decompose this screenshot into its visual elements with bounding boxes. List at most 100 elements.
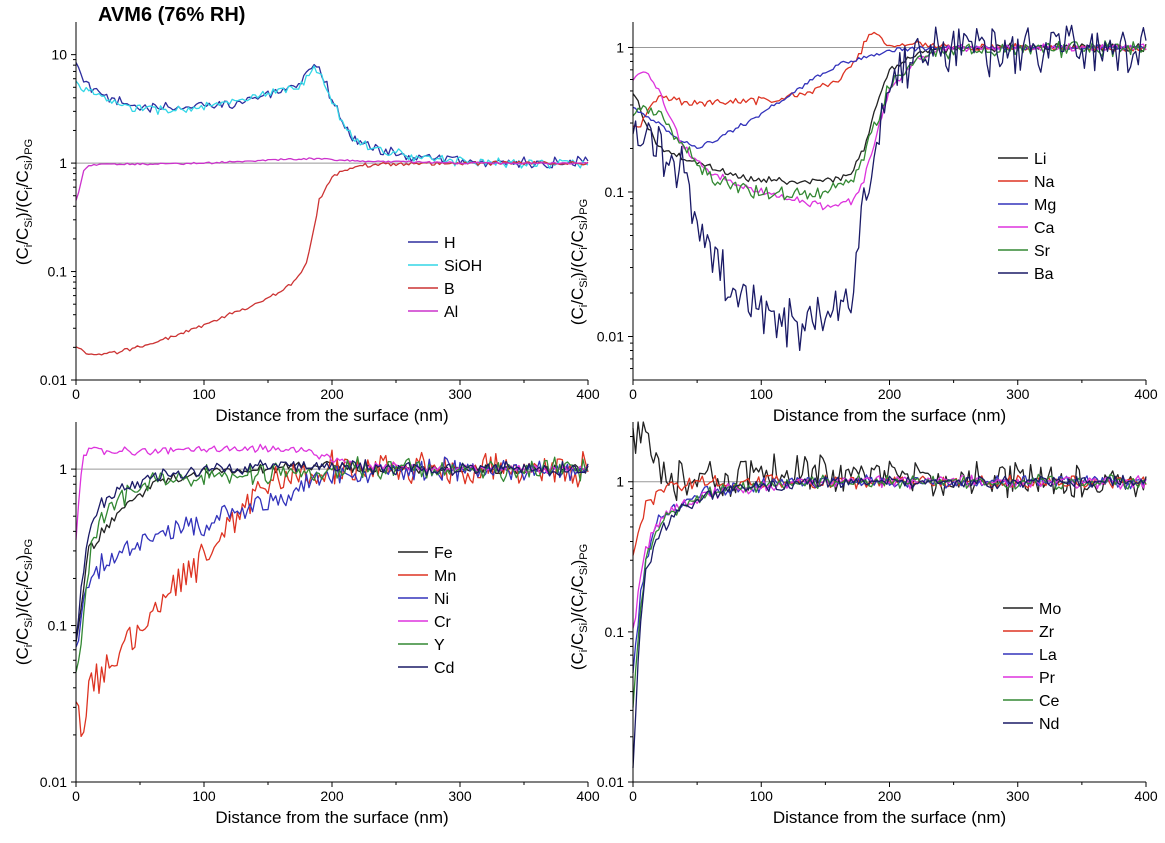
y-tick-label: 10 bbox=[51, 47, 67, 63]
y-axis-subscript: i bbox=[578, 305, 590, 307]
y-tick-label: 0.1 bbox=[605, 624, 625, 640]
y-axis-subscript: i bbox=[578, 592, 590, 594]
legend: H SiOH B Al bbox=[408, 235, 482, 321]
series-line-ce bbox=[632, 473, 1147, 708]
y-axis-subscript: PG bbox=[578, 544, 590, 560]
y-axis-subscript: i bbox=[578, 650, 590, 652]
legend-label-mn: Mn bbox=[434, 568, 456, 585]
series-line-cr bbox=[75, 443, 589, 540]
x-tick-label: 200 bbox=[878, 788, 902, 804]
y-axis-title: (Ci/CSi)/(Ci/CSi)PG bbox=[13, 539, 35, 665]
legend-label-ni: Ni bbox=[434, 591, 449, 608]
y-axis-text: /C bbox=[13, 628, 32, 645]
y-axis-subscript: Si bbox=[23, 218, 35, 228]
legend-label-ce: Ce bbox=[1039, 693, 1060, 710]
y-axis-text: ) bbox=[568, 560, 587, 566]
x-tick-label: 200 bbox=[320, 788, 344, 804]
legend-label-cr: Cr bbox=[434, 614, 452, 631]
y-axis-subscript: Si bbox=[23, 618, 35, 628]
y-tick-label: 1 bbox=[59, 155, 67, 171]
series-line-pr bbox=[632, 474, 1147, 629]
legend-label-mo: Mo bbox=[1039, 601, 1061, 618]
y-axis-text: )/(C bbox=[568, 595, 587, 623]
legend-label-na: Na bbox=[1034, 174, 1055, 191]
series-line-ni bbox=[75, 456, 589, 648]
legend: Fe Mn Ni Cr Y Cd bbox=[398, 545, 456, 677]
x-tick-label: 200 bbox=[878, 386, 902, 402]
x-axis-title: Distance from the surface (nm) bbox=[773, 406, 1006, 425]
y-axis-subscript: Si bbox=[578, 220, 590, 230]
y-tick-label: 1 bbox=[59, 461, 67, 477]
y-axis-title: (Ci/CSi)/(Ci/CSi)PG bbox=[568, 544, 590, 670]
x-tick-label: 0 bbox=[629, 788, 637, 804]
y-tick-label: 1 bbox=[616, 474, 624, 490]
legend-label-li: Li bbox=[1034, 151, 1046, 168]
y-axis-text: /C bbox=[568, 288, 587, 305]
y-axis-subscript: PG bbox=[578, 199, 590, 215]
x-tick-label: 400 bbox=[576, 788, 600, 804]
series-line-sr bbox=[632, 40, 1147, 201]
x-tick-label: 400 bbox=[1134, 386, 1158, 402]
series-line-ca bbox=[632, 42, 1147, 211]
y-axis-text: (C bbox=[13, 647, 32, 665]
x-tick-label: 0 bbox=[72, 788, 80, 804]
series-line-zr bbox=[632, 474, 1147, 556]
y-axis-text: /C bbox=[13, 570, 32, 587]
legend: Li Na Mg Ca Sr Ba bbox=[998, 151, 1056, 283]
legend-label-sioh: SiOH bbox=[444, 258, 482, 275]
legend-label-sr: Sr bbox=[1034, 243, 1051, 260]
x-tick-label: 300 bbox=[448, 386, 472, 402]
y-axis-text: (C bbox=[568, 652, 587, 670]
y-tick-label: 0.01 bbox=[597, 774, 624, 790]
y-axis-text: /C bbox=[13, 170, 32, 187]
y-axis-subscript: PG bbox=[23, 539, 35, 555]
series-line-mn bbox=[75, 449, 589, 738]
y-axis-subscript: Si bbox=[578, 278, 590, 288]
y-axis-subscript: i bbox=[23, 645, 35, 647]
y-axis-subscript: Si bbox=[578, 565, 590, 575]
y-axis-subscript: PG bbox=[23, 139, 35, 155]
chart-panel-top-left: 0 100 200 300 400 0.01 0.1 1 10 Distance from the… bbox=[13, 22, 600, 425]
y-tick-label: 0.1 bbox=[605, 184, 625, 200]
legend-label-ca: Ca bbox=[1034, 220, 1055, 237]
legend-label-mg: Mg bbox=[1034, 197, 1056, 214]
series-line-la bbox=[632, 474, 1147, 674]
x-tick-label: 0 bbox=[629, 386, 637, 402]
series-line-b bbox=[75, 160, 589, 356]
figure-title: AVM6 (76% RH) bbox=[98, 4, 246, 26]
chart-panel-top-right: 0 100 200 300 400 0.01 0.1 1 Distance from the s… bbox=[568, 22, 1158, 425]
series-line-nd bbox=[632, 474, 1147, 769]
y-axis-subscript: i bbox=[23, 245, 35, 247]
y-tick-label: 0.1 bbox=[48, 618, 68, 634]
x-tick-label: 100 bbox=[192, 788, 216, 804]
x-axis-title: Distance from the surface (nm) bbox=[773, 808, 1006, 827]
legend-label-b: B bbox=[444, 281, 455, 298]
y-tick-label: 0.01 bbox=[597, 328, 624, 344]
legend-label-la: La bbox=[1039, 647, 1057, 664]
y-axis-text: ) bbox=[568, 215, 587, 221]
chart-panel-bottom-left: 0 100 200 300 400 0.01 0.1 1 Distance from the s… bbox=[13, 422, 600, 827]
series-line-h bbox=[75, 62, 589, 169]
legend-label-h: H bbox=[444, 235, 456, 252]
legend-label-nd: Nd bbox=[1039, 716, 1059, 733]
x-axis-title: Distance from the surface (nm) bbox=[215, 406, 448, 425]
legend-label-pr: Pr bbox=[1039, 670, 1056, 687]
x-axis-title: Distance from the surface (nm) bbox=[215, 808, 448, 827]
y-axis-text: )/(C bbox=[13, 590, 32, 618]
series-line-al bbox=[75, 157, 589, 201]
x-tick-label: 200 bbox=[320, 386, 344, 402]
y-axis-text: /C bbox=[568, 575, 587, 592]
y-axis-subscript: Si bbox=[578, 623, 590, 633]
series-line-mg bbox=[632, 43, 1147, 150]
x-tick-label: 0 bbox=[72, 386, 80, 402]
legend-label-fe: Fe bbox=[434, 545, 453, 562]
y-axis-text: /C bbox=[568, 633, 587, 650]
y-axis-text: (C bbox=[13, 247, 32, 265]
series-line-y bbox=[75, 456, 589, 673]
y-axis-subscript: i bbox=[23, 587, 35, 589]
x-tick-label: 100 bbox=[192, 386, 216, 402]
x-tick-label: 400 bbox=[576, 386, 600, 402]
x-tick-label: 100 bbox=[750, 386, 774, 402]
series-line-ba bbox=[632, 24, 1147, 352]
